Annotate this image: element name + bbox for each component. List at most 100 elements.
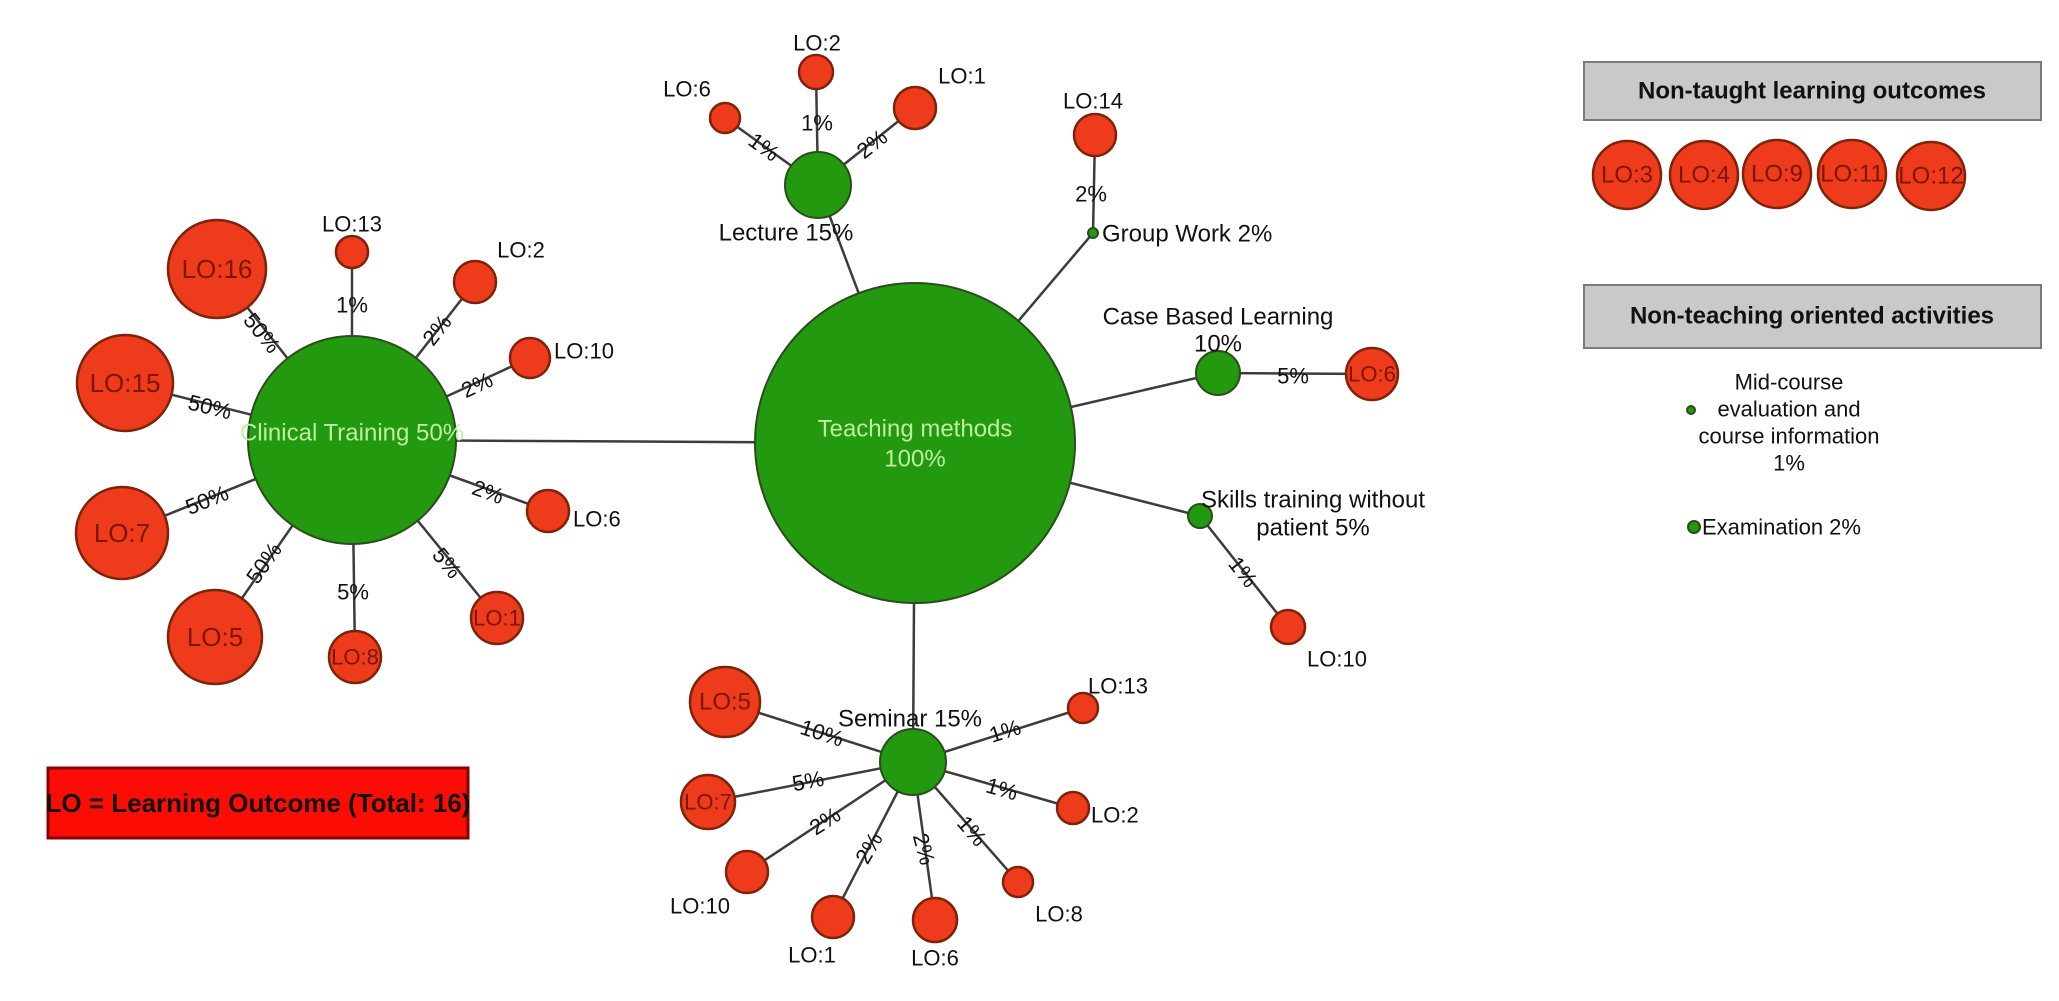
node-seminar: [879, 728, 947, 796]
non-taught-header-box: [1583, 61, 2042, 121]
pct-lecture-lo2: 1%: [801, 111, 833, 136]
seminar-lo7-label: LO:7: [684, 790, 732, 815]
node-nontaught-lo11: [1816, 138, 1888, 210]
node-clinical-training: [247, 335, 457, 545]
node-skills-training: [1187, 503, 1213, 529]
node-nontaught-lo3: [1591, 139, 1663, 211]
node-case-based-learning: [1195, 350, 1241, 396]
seminar-lo5-label: LO:5: [699, 689, 751, 716]
node-nontaught-lo4: [1668, 139, 1740, 211]
mid-course-pct: 1%: [1773, 451, 1805, 476]
seminar-lo8-label: LO:8: [1035, 902, 1083, 927]
node-cbl-lo6: [1344, 346, 1400, 402]
skills-lo10-label: LO:10: [1307, 647, 1367, 672]
legend-box: [46, 766, 470, 840]
mid-course-line1: Mid-course: [1735, 370, 1844, 395]
node-clinical-lo15: [75, 333, 175, 433]
pct-seminar-lo13: 1%: [986, 714, 1024, 747]
node-seminar-lo6: [911, 896, 959, 944]
node-nontaught-lo9: [1741, 138, 1813, 210]
cbl-label-line1: Case Based Learning: [1103, 304, 1334, 331]
node-lecture-lo2: [797, 53, 835, 91]
node-clinical-lo13: [334, 234, 370, 270]
edge-seminar-lo7: [707, 760, 914, 804]
lecture-label: Lecture 15%: [719, 220, 854, 247]
node-clinical-lo1: [469, 590, 525, 646]
teaching-methods-pct: 100%: [884, 446, 945, 473]
pct-clinical-lo1: 5%: [427, 543, 466, 583]
seminar-lo10-label: LO:10: [670, 894, 730, 919]
node-teaching-methods: [754, 282, 1076, 604]
method-nodes: [247, 151, 1241, 796]
method-labels: Teaching methods 100% Clinical Training …: [240, 220, 1425, 733]
clinical-lo2-label: LO:2: [497, 238, 545, 263]
non-teaching-header: Non-teaching oriented activities: [1630, 303, 1994, 330]
node-clinical-lo16: [166, 218, 268, 320]
group-work-label: Group Work 2%: [1102, 221, 1272, 248]
legend-text: LO = Learning Outcome (Total: 16): [46, 788, 471, 818]
node-groupwork-lo14: [1072, 112, 1118, 158]
seminar-lo2-label: LO:2: [1091, 803, 1139, 828]
node-seminar-lo5: [688, 665, 762, 739]
lecture-lo6-label: LO:6: [663, 77, 711, 102]
pct-lecture-lo6: 1%: [744, 128, 784, 167]
node-nontaught-lo12: [1895, 140, 1967, 212]
outcome-labels: LO:16 LO:13 LO:2 LO:10 LO:15 LO:6 LO:7 L…: [90, 31, 1396, 971]
node-mid-course-dot: [1686, 405, 1696, 415]
node-examination-dot: [1687, 520, 1701, 534]
node-lecture-lo6: [708, 101, 742, 135]
clinical-training-label: Clinical Training 50%: [240, 420, 464, 447]
cbl-lo6-label: LO:6: [1348, 362, 1396, 387]
node-skills-lo10: [1269, 608, 1307, 646]
clinical-lo10-label: LO:10: [554, 339, 614, 364]
node-clinical-lo7: [74, 485, 170, 581]
pct-clinical-lo16: 50%: [238, 308, 285, 358]
pct-clinical-lo15: 50%: [186, 390, 235, 425]
examination-label: Examination 2%: [1702, 515, 1861, 540]
pct-seminar-lo6: 2%: [908, 830, 940, 867]
seminar-label: Seminar 15%: [838, 706, 982, 733]
mid-course-line2: evaluation and: [1717, 397, 1860, 422]
non-taught-panel: Non-taught learning outcomes LO:3 LO:4 L…: [1583, 61, 2042, 212]
node-seminar-lo10: [724, 849, 770, 895]
node-clinical-lo5: [166, 588, 264, 686]
seminar-lo6-label: LO:6: [911, 946, 959, 971]
nontaught-lo4-label: LO:4: [1678, 162, 1730, 189]
clinical-lo1-label: LO:1: [473, 606, 521, 631]
clinical-lo16-label: LO:16: [182, 254, 253, 284]
node-lecture: [784, 151, 852, 219]
legend: LO = Learning Outcome (Total: 16): [46, 766, 471, 840]
node-clinical-lo6: [525, 488, 571, 534]
non-taught-header: Non-taught learning outcomes: [1638, 78, 1986, 105]
node-lecture-lo1: [892, 85, 938, 131]
clinical-lo13-label: LO:13: [322, 212, 382, 237]
node-clinical-lo2: [452, 259, 498, 305]
pct-clinical-lo10: 2%: [457, 367, 496, 403]
clinical-lo6-label: LO:6: [573, 507, 621, 532]
node-seminar-lo2: [1055, 790, 1091, 826]
mid-course-line3: course information: [1699, 424, 1880, 449]
node-group-work: [1087, 227, 1099, 239]
nontaught-lo3-label: LO:3: [1601, 162, 1653, 189]
pct-seminar-lo1: 2%: [850, 828, 888, 868]
pct-clinical-lo8: 5%: [337, 580, 369, 605]
pct-clinical-lo2: 2%: [417, 310, 456, 350]
pct-seminar-lo10: 2%: [805, 802, 845, 840]
pct-seminar-lo7: 5%: [790, 766, 826, 797]
node-seminar-lo1: [810, 894, 856, 940]
seminar-lo1-label: LO:1: [788, 943, 836, 968]
pct-clinical-lo6: 2%: [469, 475, 507, 509]
non-teaching-panel: Non-teaching oriented activities Mid-cou…: [1583, 284, 2042, 540]
node-clinical-lo10: [508, 336, 552, 380]
nontaught-lo9-label: LO:9: [1751, 161, 1803, 188]
lecture-lo1-label: LO:1: [938, 64, 986, 89]
skills-label-line2: patient 5%: [1256, 515, 1369, 542]
pct-groupwork-lo14: 2%: [1075, 182, 1107, 207]
teaching-methods-label: Teaching methods: [818, 416, 1013, 443]
node-seminar-lo13: [1066, 691, 1100, 725]
edge-skills-lo10: [1199, 515, 1289, 628]
clinical-lo7-label: LO:7: [94, 518, 150, 548]
nontaught-lo12-label: LO:12: [1898, 163, 1963, 190]
node-seminar-lo7: [679, 773, 737, 831]
